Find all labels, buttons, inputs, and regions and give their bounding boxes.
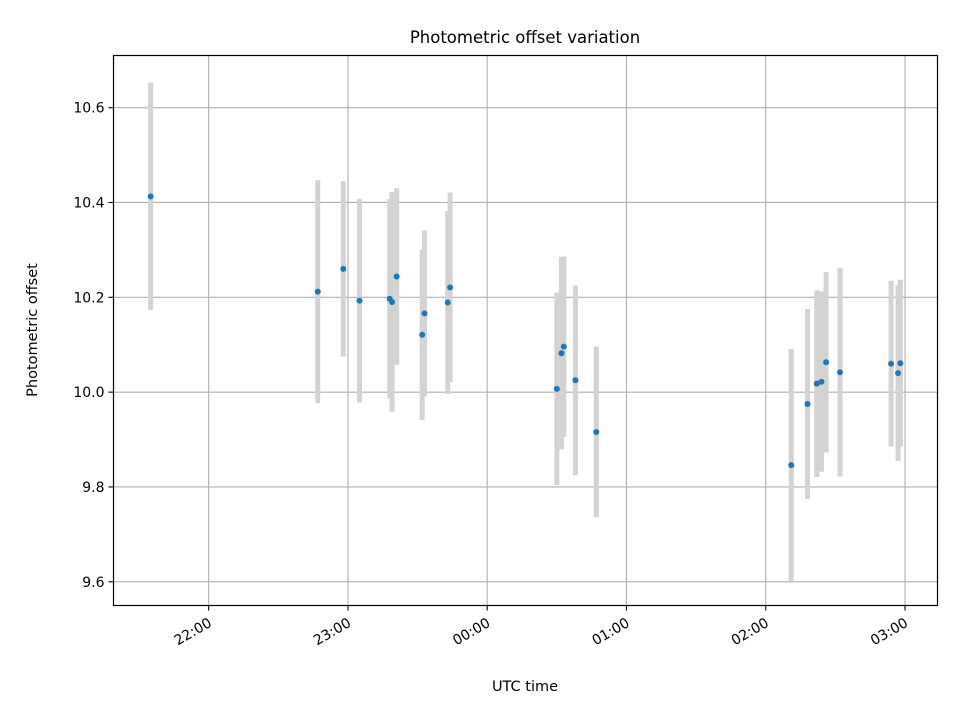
x-tick-label: 01:00 bbox=[590, 615, 633, 649]
data-point bbox=[147, 193, 154, 200]
data-point bbox=[813, 380, 820, 387]
y-tick-label: 10.0 bbox=[73, 385, 104, 401]
data-point bbox=[314, 288, 321, 295]
data-point bbox=[553, 385, 560, 392]
data-point bbox=[804, 400, 811, 407]
data-point bbox=[897, 360, 904, 367]
y-tick-label: 9.6 bbox=[82, 575, 104, 591]
data-point bbox=[558, 350, 565, 357]
data-point bbox=[818, 378, 825, 385]
plot-frame bbox=[112, 54, 939, 607]
data-points bbox=[147, 193, 904, 469]
data-point bbox=[447, 284, 454, 291]
x-tick-label: 02:00 bbox=[729, 615, 772, 649]
y-tick-label: 10.2 bbox=[73, 290, 104, 306]
y-tick-label: 9.8 bbox=[82, 480, 104, 496]
data-point bbox=[788, 462, 795, 469]
data-point bbox=[593, 428, 600, 435]
x-axis-label: UTC time bbox=[492, 679, 558, 695]
error-bars bbox=[148, 82, 903, 582]
data-point bbox=[444, 299, 451, 306]
chart-title: Photometric offset variation bbox=[410, 28, 640, 47]
y-axis-label: Photometric offset bbox=[25, 263, 41, 397]
x-tick-label: 03:00 bbox=[868, 615, 911, 649]
data-point bbox=[837, 369, 844, 376]
grid bbox=[113, 55, 938, 606]
y-tick-label: 10.6 bbox=[73, 101, 104, 117]
data-point bbox=[340, 265, 347, 272]
data-point bbox=[393, 273, 400, 280]
data-point bbox=[419, 331, 426, 338]
data-point bbox=[572, 377, 579, 384]
data-point bbox=[421, 310, 428, 317]
x-tick-label: 23:00 bbox=[311, 615, 354, 649]
data-point bbox=[560, 343, 567, 350]
data-point bbox=[389, 299, 396, 306]
data-point bbox=[823, 359, 830, 366]
data-point bbox=[356, 297, 363, 304]
y-axis-ticks: 9.6 9.8 10.0 10.2 10.4 10.6 bbox=[73, 101, 114, 591]
x-tick-label: 22:00 bbox=[172, 615, 215, 649]
y-tick-label: 10.4 bbox=[73, 195, 104, 211]
data-point bbox=[888, 360, 895, 367]
data-point bbox=[895, 370, 902, 377]
x-axis-ticks: 22:00 23:00 00:00 01:00 02:00 03:00 bbox=[172, 605, 911, 649]
x-tick-label: 00:00 bbox=[450, 615, 493, 649]
